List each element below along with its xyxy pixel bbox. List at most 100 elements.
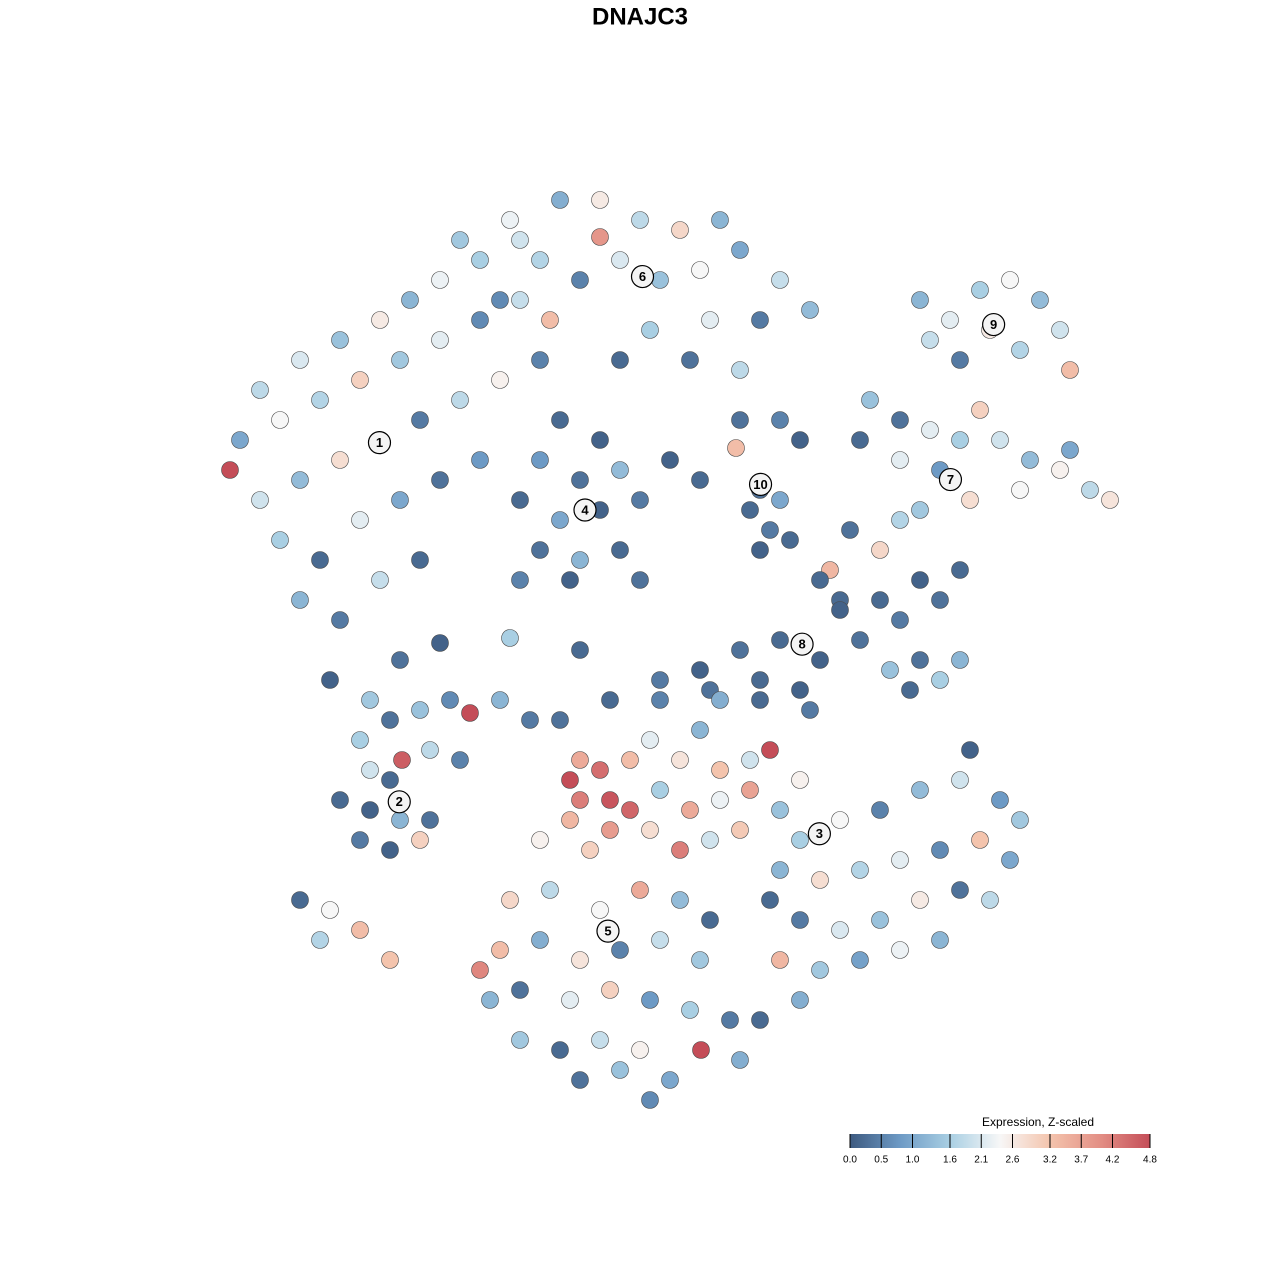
- point: [1061, 441, 1079, 459]
- cluster-label: 2: [396, 794, 403, 809]
- point: [771, 801, 789, 819]
- point: [561, 571, 579, 589]
- point: [451, 751, 469, 769]
- point: [631, 1041, 649, 1059]
- point: [931, 591, 949, 609]
- point: [721, 1011, 739, 1029]
- point: [701, 311, 719, 329]
- point: [751, 1011, 769, 1029]
- point: [641, 321, 659, 339]
- point: [831, 601, 849, 619]
- point: [671, 751, 689, 769]
- point: [701, 831, 719, 849]
- point: [491, 691, 509, 709]
- point: [921, 331, 939, 349]
- point: [511, 1031, 529, 1049]
- point: [601, 691, 619, 709]
- point: [561, 771, 579, 789]
- point: [381, 841, 399, 859]
- point: [931, 671, 949, 689]
- cluster-label-badge: [596, 919, 620, 943]
- point: [761, 741, 779, 759]
- point: [351, 921, 369, 939]
- point: [351, 371, 369, 389]
- point: [981, 891, 999, 909]
- point: [591, 228, 609, 246]
- point: [421, 741, 439, 759]
- cluster-label-badge: [573, 498, 597, 522]
- point: [911, 781, 929, 799]
- point: [621, 751, 639, 769]
- point: [551, 711, 569, 729]
- point: [611, 251, 629, 269]
- point: [681, 1001, 699, 1019]
- cluster-label: 1: [376, 435, 383, 450]
- point: [571, 551, 589, 569]
- point: [1001, 271, 1019, 289]
- point: [731, 641, 749, 659]
- point: [692, 1041, 710, 1059]
- point: [991, 431, 1009, 449]
- point: [431, 634, 449, 652]
- point: [871, 801, 889, 819]
- point: [361, 761, 379, 779]
- point: [1001, 851, 1019, 869]
- point: [581, 841, 599, 859]
- point: [521, 711, 539, 729]
- point: [691, 261, 709, 279]
- point: [791, 771, 809, 789]
- point: [611, 351, 629, 369]
- point: [351, 831, 369, 849]
- point: [391, 351, 409, 369]
- point: [541, 881, 559, 899]
- point: [411, 701, 429, 719]
- point: [331, 611, 349, 629]
- points: [221, 191, 1119, 1109]
- point: [641, 731, 659, 749]
- point: [891, 411, 909, 429]
- point: [441, 691, 459, 709]
- point: [321, 671, 339, 689]
- cluster-label-badge: [630, 264, 655, 289]
- point: [511, 571, 529, 589]
- point: [831, 811, 849, 829]
- point: [611, 1061, 629, 1079]
- point: [931, 931, 949, 949]
- point: [871, 911, 889, 929]
- point: [291, 591, 309, 609]
- point: [831, 921, 849, 939]
- point: [771, 631, 789, 649]
- point: [1031, 291, 1049, 309]
- point: [731, 241, 749, 259]
- point: [591, 761, 609, 779]
- cluster-label: 7: [947, 472, 954, 487]
- point: [291, 351, 309, 369]
- point: [411, 551, 429, 569]
- point: [391, 491, 409, 509]
- point: [951, 431, 969, 449]
- point: [511, 291, 529, 309]
- chart-title: DNAJC3: [592, 3, 688, 30]
- point: [901, 681, 919, 699]
- point: [391, 651, 409, 669]
- point: [811, 961, 829, 979]
- point: [591, 431, 609, 449]
- point: [251, 491, 269, 509]
- point: [911, 571, 929, 589]
- point: [601, 821, 619, 839]
- point: [231, 431, 249, 449]
- point: [651, 781, 669, 799]
- point: [351, 731, 369, 749]
- point: [1011, 811, 1029, 829]
- point: [431, 271, 449, 289]
- point: [511, 491, 529, 509]
- point: [911, 891, 929, 909]
- point: [571, 951, 589, 969]
- point: [371, 311, 389, 329]
- point: [951, 651, 969, 669]
- cluster-label: 8: [798, 637, 805, 652]
- point: [641, 1091, 659, 1109]
- point: [791, 431, 809, 449]
- colorbar-gradient: [850, 1134, 1150, 1148]
